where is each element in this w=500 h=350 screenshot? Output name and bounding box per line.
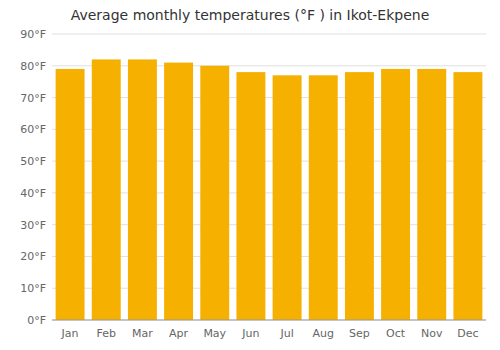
- y-axis: 0°F 10°F 20°F 30°F 40°F 50°F 60°F 70°F 80°F 90°F: [20, 28, 46, 327]
- grid-line: [52, 34, 486, 35]
- x-tick-label: Jan: [61, 327, 79, 340]
- x-tick-label: Jul: [279, 327, 293, 340]
- bar: [236, 72, 265, 320]
- y-tick-label: 40°F: [20, 187, 46, 200]
- bar: [453, 72, 482, 320]
- chart: Average monthly temperatures (°F ) in Ik…: [0, 0, 500, 350]
- bar: [92, 59, 121, 320]
- bar: [345, 72, 374, 320]
- title: Average monthly temperatures (°F ) in Ik…: [71, 7, 430, 23]
- chart-container: Average monthly temperatures (°F ) in Ik…: [0, 0, 500, 350]
- y-tick-label: 20°F: [20, 250, 46, 263]
- y-tick-label: 50°F: [20, 155, 46, 168]
- x-tick-label: Mar: [132, 327, 153, 340]
- y-tick-label: 90°F: [20, 28, 46, 41]
- bar: [309, 75, 338, 320]
- x-tick-label: Feb: [97, 327, 116, 340]
- x-tick-label: Aug: [313, 327, 334, 340]
- bar: [273, 75, 302, 320]
- bar: [417, 69, 446, 320]
- x-tick-label: May: [203, 327, 226, 340]
- x-tick-label: Apr: [169, 327, 189, 340]
- y-tick-label: 10°F: [20, 282, 46, 295]
- x-tick-label: Jun: [241, 327, 259, 340]
- y-tick-label: 0°F: [27, 314, 46, 327]
- bar: [200, 66, 229, 320]
- bar: [164, 63, 193, 320]
- x-tick-label: Dec: [457, 327, 478, 340]
- x-tick-label: Sep: [349, 327, 370, 340]
- x-tick-label: Nov: [421, 327, 443, 340]
- bar: [128, 59, 157, 320]
- grid-line: [52, 320, 486, 321]
- x-tick-label: Oct: [386, 327, 406, 340]
- y-tick-label: 80°F: [20, 60, 46, 73]
- y-tick-label: 60°F: [20, 123, 46, 136]
- y-tick-label: 70°F: [20, 92, 46, 105]
- grid: [52, 34, 486, 320]
- bar: [56, 69, 85, 320]
- bars: [56, 59, 483, 320]
- bar: [381, 69, 410, 320]
- x-axis: Jan Feb Mar Apr May Jun Jul Aug Sep Oct Nov Dec: [52, 320, 486, 340]
- y-tick-label: 30°F: [20, 219, 46, 232]
- x-axis-line: [52, 320, 486, 321]
